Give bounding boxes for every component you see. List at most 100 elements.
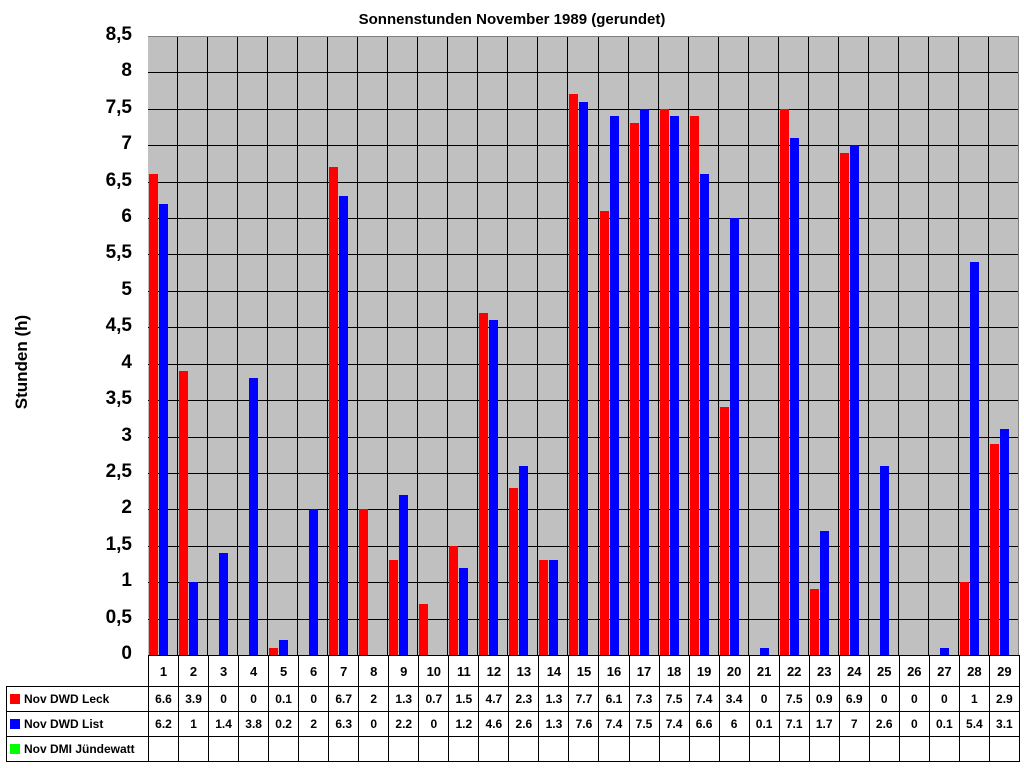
table-cell (238, 736, 270, 762)
table-cell: 2.6 (868, 711, 900, 737)
y-tick-label: 8,5 (105, 24, 132, 45)
bar-list (459, 567, 469, 655)
bar-leck (359, 509, 369, 655)
bar-leck (149, 174, 158, 655)
table-cell: 6.2 (147, 711, 180, 737)
table-cell (298, 736, 330, 762)
x-tick-label: 7 (328, 655, 360, 687)
x-tick-label: 13 (508, 655, 540, 687)
table-cell: 7.4 (598, 711, 630, 737)
bar-leck (719, 407, 729, 655)
bar-list (879, 465, 889, 655)
table-cell (598, 736, 630, 762)
table-cell: 0 (238, 686, 270, 712)
y-tick-label: 2,5 (105, 460, 132, 482)
gridline-vertical (867, 37, 869, 655)
table-cell: 1.5 (448, 686, 480, 712)
gridline-vertical (417, 37, 419, 655)
bar-list (339, 196, 349, 655)
y-tick-label: 5,5 (105, 242, 132, 264)
x-tick-label: 3 (208, 655, 240, 687)
table-cell (147, 736, 180, 762)
x-tick-label: 11 (448, 655, 480, 687)
bar-leck (809, 589, 819, 655)
gridline-vertical (537, 37, 539, 655)
gridline-vertical (297, 37, 299, 655)
bar-leck (959, 582, 969, 655)
table-cell (478, 736, 510, 762)
bar-leck (569, 94, 579, 655)
bar-leck (479, 312, 489, 655)
gridline-vertical (357, 37, 359, 655)
table-cell: 1.3 (538, 686, 570, 712)
table-cell: 6.6 (688, 711, 720, 737)
gridline-vertical (627, 37, 629, 655)
y-tick-label: 6 (121, 206, 132, 228)
bar-list (789, 137, 799, 655)
table-cell: 0 (928, 686, 960, 712)
bar-list (219, 553, 229, 655)
table-cell: 1.4 (208, 711, 240, 737)
table-cell: 7 (838, 711, 870, 737)
bar-leck (329, 167, 339, 655)
gridline-vertical (657, 37, 659, 655)
bar-leck (269, 647, 279, 655)
x-tick-label: 27 (928, 655, 960, 687)
table-cell: 7.1 (778, 711, 810, 737)
table-cell (388, 736, 420, 762)
table-cell: 0.1 (748, 711, 780, 737)
table-cell (838, 736, 870, 762)
y-tick-label: 1,5 (105, 533, 132, 555)
x-tick-label: 6 (298, 655, 330, 687)
table-cell: 2 (358, 686, 390, 712)
table-cell: 4.6 (478, 711, 510, 737)
bar-leck (839, 152, 849, 655)
y-tick-label: 5 (121, 278, 132, 300)
table-cell: 2.6 (508, 711, 540, 737)
chart-title: Sonnenstunden November 1989 (gerundet) (358, 11, 666, 28)
table-cell: 6 (718, 711, 750, 737)
gridline-vertical (597, 37, 599, 655)
table-cell: 0 (298, 686, 330, 712)
gridline-vertical (807, 37, 809, 655)
table-cell: 0.7 (418, 686, 450, 712)
table-cell (358, 736, 390, 762)
table-cell: 3.1 (988, 711, 1020, 737)
table-cell: 7.3 (628, 686, 660, 712)
gridline-vertical (177, 37, 179, 655)
table-cell: 1 (178, 711, 210, 737)
gridline-vertical (477, 37, 479, 655)
table-cell (418, 736, 450, 762)
table-cell: 0 (358, 711, 390, 737)
y-tick-label: 3 (121, 424, 132, 446)
x-tick-label: 10 (418, 655, 450, 687)
table-cell (688, 736, 720, 762)
table-cell: 2.9 (988, 686, 1020, 712)
bar-leck (389, 560, 399, 655)
table-cell: 2 (298, 711, 330, 737)
x-tick-label: 2 (178, 655, 210, 687)
bar-list (669, 116, 679, 655)
table-cell: 6.3 (328, 711, 360, 737)
bar-list (639, 108, 649, 655)
bar-leck (509, 487, 519, 655)
table-cell (448, 736, 480, 762)
gridline-vertical (267, 37, 269, 655)
x-tick-label: 16 (598, 655, 630, 687)
bar-list (279, 640, 289, 655)
x-tick-label: 4 (238, 655, 270, 687)
y-tick-label: 3,5 (105, 388, 132, 410)
table-cell (928, 736, 960, 762)
x-tick-label: 24 (838, 655, 870, 687)
bar-list (999, 429, 1009, 655)
table-cell (268, 736, 300, 762)
x-tick-label: 12 (478, 655, 510, 687)
x-tick-label: 8 (358, 655, 390, 687)
bar-list (849, 145, 859, 655)
x-tick-label: 1 (147, 655, 180, 687)
table-cell: 7.5 (778, 686, 810, 712)
bar-list (159, 203, 168, 655)
data-table: 1 2 3 4 5 6 7 8 9 10 11 12 13 14 15 16 17 18 19 20 21 22 23 24 2… (6, 655, 1020, 762)
table-cell: 7.4 (658, 711, 690, 737)
gridline-vertical (747, 37, 749, 655)
